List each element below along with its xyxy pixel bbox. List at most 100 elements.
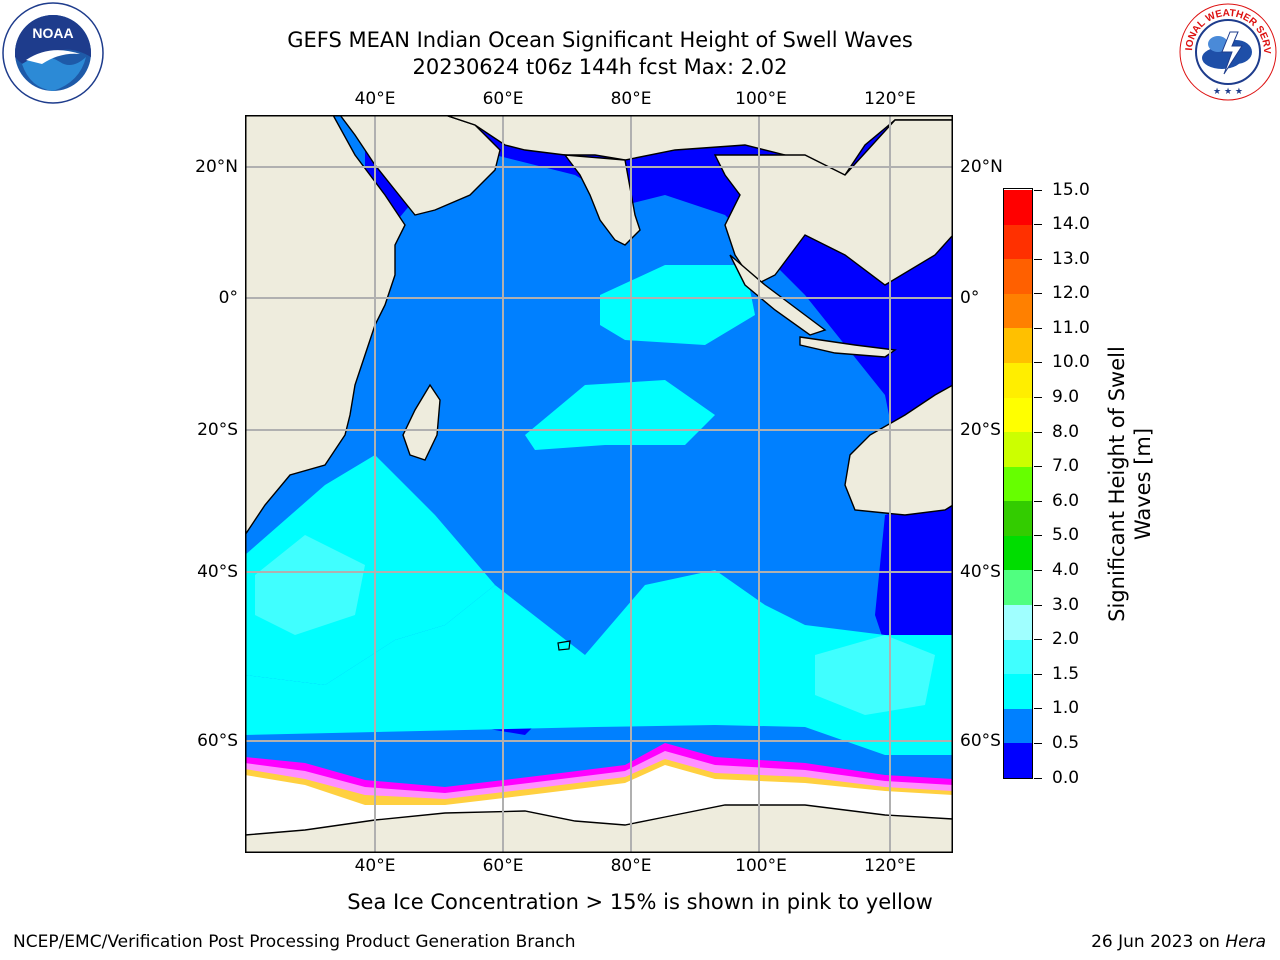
colorbar-tick — [1034, 189, 1042, 191]
colorbar-tick — [1034, 362, 1042, 364]
colorbar-segment — [1004, 258, 1032, 294]
colorbar-tick — [1034, 777, 1042, 779]
map-title: GEFS MEAN Indian Ocean Significant Heigh… — [287, 28, 913, 52]
lon-label-top: 120°E — [864, 89, 916, 109]
land-australia — [844, 384, 953, 516]
colorbar-tick-label: 0.5 — [1052, 732, 1080, 753]
colorbar-tick — [1034, 258, 1042, 260]
colorbar-title: Significant Height of Swell Waves [m] — [1104, 324, 1156, 644]
lat-label-left: 0° — [218, 288, 238, 308]
nws-stars: ★ ★ ★ — [1213, 87, 1243, 97]
colorbar-segment — [1004, 293, 1032, 329]
colorbar-tick — [1034, 500, 1042, 502]
swell-zone-cyan-5 — [255, 535, 365, 635]
lat-label-right: 40°S — [960, 562, 1001, 582]
lon-label-top: 60°E — [482, 89, 524, 109]
colorbar-tick — [1034, 569, 1042, 571]
colorbar-tick — [1034, 673, 1042, 675]
lat-label-left: 20°S — [197, 420, 238, 440]
colorbar-segment — [1004, 500, 1032, 536]
land-kerguelen — [557, 640, 571, 651]
lat-label-left: 60°S — [197, 731, 238, 751]
colorbar-segment — [1004, 742, 1032, 778]
colorbar-segment — [1004, 362, 1032, 398]
swell-zone-cyan-6 — [815, 635, 935, 715]
colorbar-tick — [1034, 293, 1042, 295]
colorbar-tick — [1034, 535, 1042, 537]
land-sumatra — [729, 254, 827, 336]
map-subtitle: 20230624 t06z 144h fcst Max: 2.02 — [412, 55, 788, 79]
lat-label-left: 40°S — [197, 562, 238, 582]
colorbar-tick-label: 14.0 — [1052, 214, 1090, 235]
colorbar-tick — [1034, 466, 1042, 468]
colorbar-tick-label: 3.0 — [1052, 594, 1080, 615]
colorbar-segment — [1004, 224, 1032, 260]
colorbar-tick-label: 13.0 — [1052, 248, 1090, 269]
lon-label-bottom: 60°E — [482, 856, 524, 876]
lon-label-top: 100°E — [735, 89, 787, 109]
lon-label-bottom: 80°E — [610, 856, 652, 876]
colorbar-title-line1: Significant Height of Swell — [1105, 346, 1129, 622]
footer-date-text: 26 Jun 2023 on — [1091, 932, 1226, 952]
map-border — [245, 115, 953, 853]
swell-height-map — [245, 115, 953, 853]
colorbar-tick — [1034, 431, 1042, 433]
colorbar-tick — [1034, 604, 1042, 606]
land-madagascar — [402, 383, 441, 461]
colorbar-segment — [1004, 431, 1032, 467]
swell-zone-cyan-4 — [245, 570, 953, 755]
colorbar-tick-label: 11.0 — [1052, 317, 1090, 338]
colorbar-tick-label: 6.0 — [1052, 490, 1080, 511]
land-antarctica — [245, 804, 953, 853]
footer-credit: NCEP/EMC/Verification Post Processing Pr… — [13, 932, 576, 952]
colorbar-tick-label: 12.0 — [1052, 283, 1090, 304]
graticule — [245, 115, 953, 853]
colorbar-tick-label: 1.0 — [1052, 698, 1080, 719]
noaa-logo-text: NOAA — [32, 25, 73, 41]
colorbar-tick-label: 1.5 — [1052, 663, 1080, 684]
footer-machine: Hera — [1225, 932, 1266, 952]
colorbar-segment — [1004, 708, 1032, 744]
colorbar-segment — [1004, 639, 1032, 675]
colorbar-segment — [1004, 604, 1032, 640]
colorbar-segment — [1004, 397, 1032, 433]
swell-zone-cyan-1 — [600, 265, 755, 345]
colorbar-tick-label: 10.0 — [1052, 352, 1090, 373]
colorbar-tick — [1034, 224, 1042, 226]
lat-label-right: 60°S — [960, 731, 1001, 751]
colorbar-segment — [1004, 189, 1032, 225]
lon-label-bottom: 100°E — [735, 856, 787, 876]
lon-label-bottom: 120°E — [864, 856, 916, 876]
lon-label-bottom: 40°E — [354, 856, 396, 876]
colorbar-tick-label: 15.0 — [1052, 179, 1090, 200]
colorbar-segment — [1004, 466, 1032, 502]
colorbar-segment — [1004, 569, 1032, 606]
lat-label-right: 20°S — [960, 420, 1001, 440]
lon-label-top: 40°E — [354, 89, 396, 109]
colorbar-tick — [1034, 327, 1042, 329]
colorbar — [1003, 188, 1033, 779]
colorbar-title-line2: Waves [m] — [1131, 427, 1155, 541]
land-se-asia — [713, 119, 953, 286]
swell-zone-cyan-2 — [525, 380, 715, 450]
colorbar-tick-label: 7.0 — [1052, 456, 1080, 477]
colorbar-tick-label: 4.0 — [1052, 559, 1080, 580]
lat-label-right: 20°N — [960, 157, 1003, 177]
colorbar-segment — [1004, 535, 1032, 571]
colorbar-tick-label: 0.0 — [1052, 767, 1080, 788]
sea-ice-footnote: Sea Ice Concentration > 15% is shown in … — [347, 890, 933, 914]
colorbar-tick-label: 8.0 — [1052, 421, 1080, 442]
footer-date: 26 Jun 2023 on Hera — [1091, 932, 1266, 952]
colorbar-tick — [1034, 639, 1042, 641]
lat-label-right: 0° — [960, 288, 980, 308]
colorbar-tick — [1034, 397, 1042, 399]
colorbar-tick — [1034, 742, 1042, 744]
nws-logo: NATIONAL WEATHER SERVICE ★ ★ ★ — [1178, 2, 1277, 101]
colorbar-segment — [1004, 327, 1032, 363]
lat-label-left: 20°N — [195, 157, 238, 177]
colorbar-tick-label: 5.0 — [1052, 525, 1080, 546]
colorbar-tick — [1034, 708, 1042, 710]
colorbar-tick-label: 2.0 — [1052, 629, 1080, 650]
colorbar-tick-label: 9.0 — [1052, 387, 1080, 408]
lon-label-top: 80°E — [610, 89, 652, 109]
